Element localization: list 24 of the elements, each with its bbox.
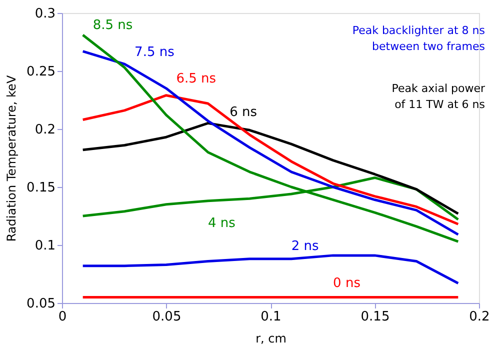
series-label: 6 ns <box>230 105 258 120</box>
x-axis-title: r, cm <box>256 332 286 346</box>
series-label: 7.5 ns <box>134 45 175 60</box>
x-tick-label: 0.1 <box>260 310 282 324</box>
series-label: 4 ns <box>208 216 236 231</box>
x-tick-label: 0.05 <box>152 310 182 324</box>
y-tick-label: 0.2 <box>34 122 56 138</box>
y-axis-title: Radiation Temperature, keV <box>4 74 19 242</box>
y-tick-label: 0.1 <box>34 238 56 254</box>
x-tick-label: 0.15 <box>360 310 390 324</box>
annotation: Peak axial power of 11 TW at 6 ns <box>392 82 486 111</box>
series-label: 6.5 ns <box>176 71 216 86</box>
y-tick-label: 0.25 <box>26 64 56 80</box>
line-series <box>82 122 460 215</box>
y-tick-label: 0.3 <box>34 6 56 22</box>
x-tick-label: 0 <box>58 310 67 324</box>
series-label: 8.5 ns <box>92 18 133 34</box>
line-series <box>82 94 460 226</box>
x-tick-label: 0.2 <box>469 310 490 324</box>
annotation: Peak backlighter at 8 ns between two frames <box>352 24 486 53</box>
y-tick-label: 0.15 <box>26 180 56 196</box>
y-tick-label: 0.05 <box>26 296 56 312</box>
series-label: 0 ns <box>333 276 361 292</box>
series-label: 2 ns <box>291 238 319 254</box>
